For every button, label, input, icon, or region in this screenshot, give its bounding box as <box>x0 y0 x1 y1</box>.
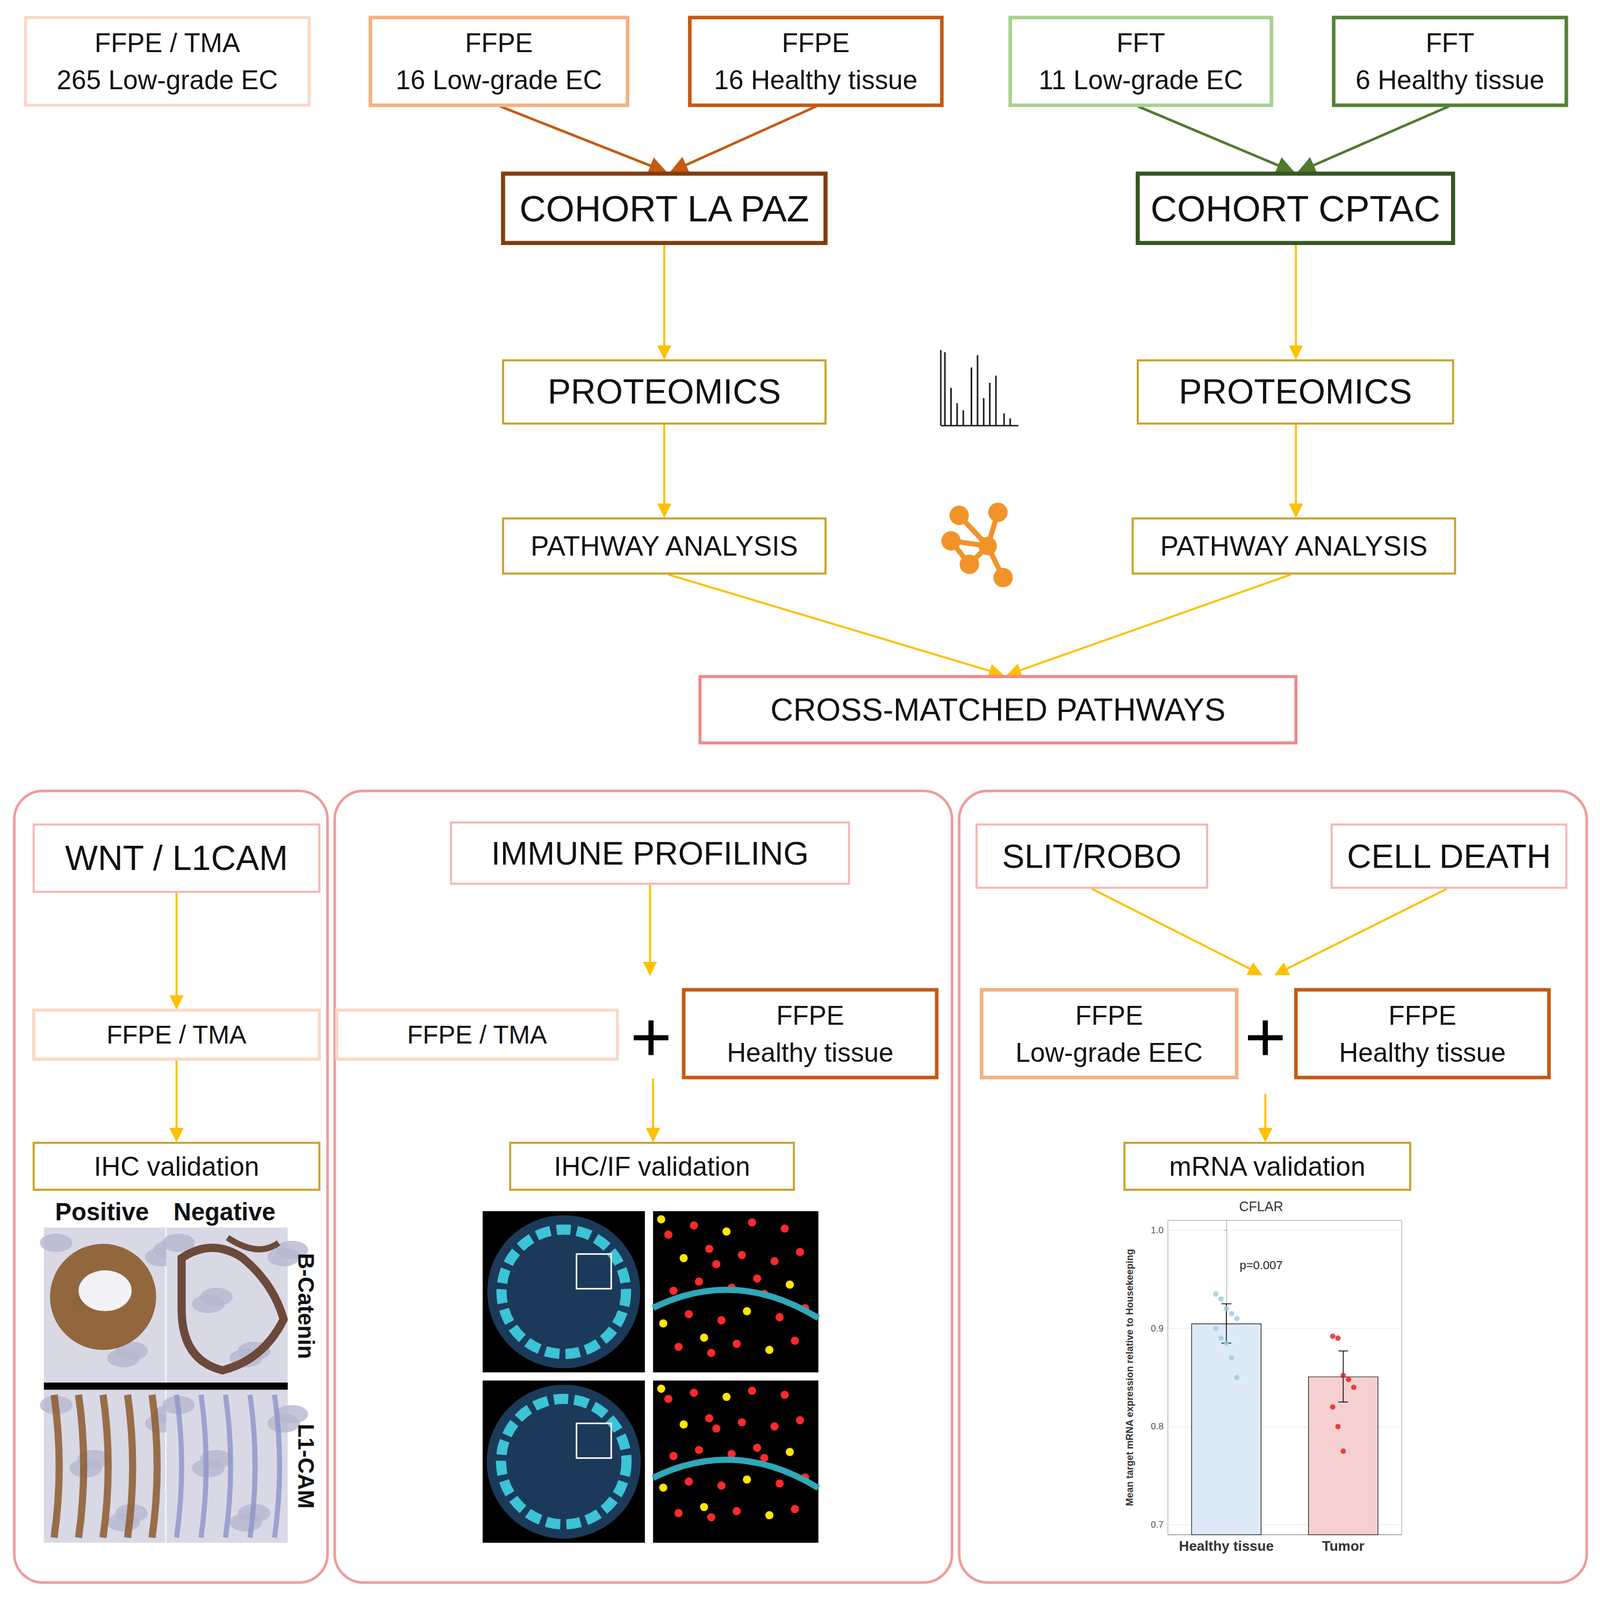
svg-text:Healthy tissue: Healthy tissue <box>1179 1538 1274 1555</box>
svg-text:0.8: 0.8 <box>1150 1421 1164 1432</box>
svg-text:PATHWAY ANALYSIS: PATHWAY ANALYSIS <box>530 531 798 562</box>
svg-text:Positive: Positive <box>55 1198 150 1226</box>
svg-text:mRNA validation: mRNA validation <box>1169 1151 1366 1182</box>
svg-text:11 Low-grade EC: 11 Low-grade EC <box>1038 65 1243 95</box>
svg-text:265 Low-grade EC: 265 Low-grade EC <box>56 65 279 95</box>
svg-text:Negative: Negative <box>173 1198 276 1226</box>
svg-text:FFPE / TMA: FFPE / TMA <box>106 1020 247 1050</box>
svg-text:CROSS-MATCHED PATHWAYS: CROSS-MATCHED PATHWAYS <box>770 692 1226 728</box>
svg-text:FFPE: FFPE <box>1075 1000 1144 1031</box>
svg-text:0.7: 0.7 <box>1150 1519 1164 1531</box>
svg-text:SLIT/ROBO: SLIT/ROBO <box>1001 837 1182 875</box>
svg-text:Healthy tissue: Healthy tissue <box>1339 1037 1506 1068</box>
svg-text:CFLAR: CFLAR <box>1239 1199 1284 1215</box>
svg-text:Low-grade EEC: Low-grade EEC <box>1015 1037 1203 1068</box>
svg-text:IHC validation: IHC validation <box>94 1151 260 1182</box>
svg-text:0.9: 0.9 <box>1150 1323 1164 1334</box>
svg-text:L1-CAM: L1-CAM <box>293 1424 319 1510</box>
svg-text:Tumor: Tumor <box>1322 1538 1365 1555</box>
svg-text:FFT: FFT <box>1116 27 1165 58</box>
svg-text:Healthy tissue: Healthy tissue <box>726 1037 894 1068</box>
svg-text:COHORT CPTAC: COHORT CPTAC <box>1150 188 1441 229</box>
svg-text:FFPE / TMA: FFPE / TMA <box>94 27 241 58</box>
svg-text:CELL DEATH: CELL DEATH <box>1346 837 1551 875</box>
svg-text:IHC/IF validation: IHC/IF validation <box>554 1151 751 1182</box>
svg-text:16 Healthy tissue: 16 Healthy tissue <box>714 65 918 95</box>
svg-text:FFPE: FFPE <box>781 27 850 58</box>
svg-text:6 Healthy tissue: 6 Healthy tissue <box>1355 65 1545 95</box>
svg-text:IMMUNE PROFILING: IMMUNE PROFILING <box>491 835 809 872</box>
svg-text:1.0: 1.0 <box>1150 1225 1164 1236</box>
svg-text:FFPE: FFPE <box>1388 1000 1457 1031</box>
svg-text:PROTEOMICS: PROTEOMICS <box>1178 372 1412 412</box>
svg-text:B-Catenin: B-Catenin <box>293 1253 319 1360</box>
svg-text:WNT / L1CAM: WNT / L1CAM <box>65 838 289 878</box>
svg-text:16 Low-grade EC: 16 Low-grade EC <box>395 65 602 95</box>
svg-text:Mean target mRNA expression re: Mean target mRNA expression relative to … <box>1124 1249 1136 1506</box>
svg-text:FFPE: FFPE <box>776 1000 844 1031</box>
svg-text:PATHWAY ANALYSIS: PATHWAY ANALYSIS <box>1160 531 1428 562</box>
svg-text:FFPE: FFPE <box>464 27 533 58</box>
svg-text:PROTEOMICS: PROTEOMICS <box>547 372 781 412</box>
svg-text:p=0.007: p=0.007 <box>1239 1258 1283 1273</box>
svg-text:FFT: FFT <box>1425 27 1475 58</box>
svg-text:COHORT LA PAZ: COHORT LA PAZ <box>519 188 809 229</box>
svg-text:FFPE / TMA: FFPE / TMA <box>407 1020 548 1050</box>
